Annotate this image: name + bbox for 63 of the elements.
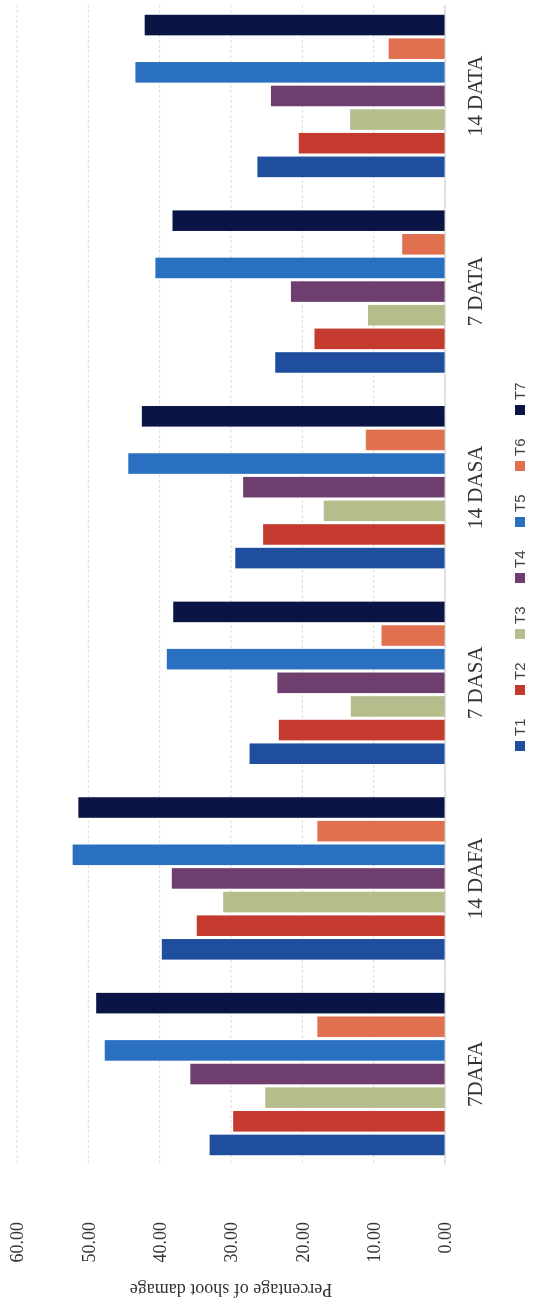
bar xyxy=(277,672,445,694)
x-tick-label: 60.00 xyxy=(7,1222,28,1263)
x-tick-label: 10.00 xyxy=(363,1222,384,1263)
y-tick-label: 7 DATA xyxy=(463,255,488,327)
x-axis-title: Percentage of shoot damage xyxy=(129,1279,333,1300)
bar xyxy=(141,406,445,427)
bar xyxy=(72,844,445,866)
bar xyxy=(265,1087,445,1108)
bar xyxy=(263,524,445,545)
bar xyxy=(96,992,445,1014)
y-tick-label: 14 DAFA xyxy=(463,836,488,920)
bar xyxy=(233,1111,445,1132)
bar xyxy=(78,797,445,818)
x-tick-label: 30.00 xyxy=(221,1222,242,1263)
x-tick-label: 50.00 xyxy=(78,1222,99,1263)
bar xyxy=(365,429,445,451)
bar xyxy=(172,210,445,231)
text: T3 xyxy=(511,606,529,624)
bar xyxy=(196,915,445,936)
bar xyxy=(243,476,445,498)
text: T7 xyxy=(511,382,529,400)
bar xyxy=(166,648,445,670)
bar xyxy=(317,1016,445,1038)
bar xyxy=(104,1040,445,1061)
bar xyxy=(135,62,445,83)
bar xyxy=(161,939,445,960)
y-tick-label: 7DAFA xyxy=(463,1040,488,1108)
text: T6 xyxy=(511,438,529,456)
bar xyxy=(388,38,445,59)
bar xyxy=(298,132,445,154)
text: T5 xyxy=(511,494,529,512)
text: T2 xyxy=(511,662,529,680)
bar xyxy=(275,352,445,373)
bar xyxy=(323,500,445,522)
x-tick-label: 40.00 xyxy=(149,1222,170,1263)
bar xyxy=(402,234,445,255)
text: T1 xyxy=(511,718,529,736)
bar xyxy=(367,304,445,326)
bar xyxy=(350,109,445,130)
bar xyxy=(270,85,445,107)
x-tick-label: 20.00 xyxy=(292,1222,313,1263)
y-tick-label: 14 DASA xyxy=(463,444,488,529)
bar xyxy=(171,868,445,889)
x-tick-label: 0.00 xyxy=(435,1222,456,1254)
bar xyxy=(128,453,445,474)
bar xyxy=(144,14,445,36)
bar xyxy=(290,281,445,302)
bar xyxy=(249,743,445,764)
bar xyxy=(381,625,445,646)
bar xyxy=(350,696,445,717)
text: T4 xyxy=(511,550,529,568)
bar xyxy=(317,820,445,842)
bar xyxy=(235,547,445,569)
bar xyxy=(223,891,445,913)
bar xyxy=(173,601,445,623)
bar xyxy=(257,156,445,178)
y-tick-label: 14 DATA xyxy=(463,54,488,137)
bar xyxy=(155,257,445,279)
bar xyxy=(314,328,445,350)
y-tick-label: 7 DASA xyxy=(463,645,488,720)
bar xyxy=(278,719,445,741)
bar xyxy=(209,1134,445,1156)
bar xyxy=(190,1063,445,1085)
